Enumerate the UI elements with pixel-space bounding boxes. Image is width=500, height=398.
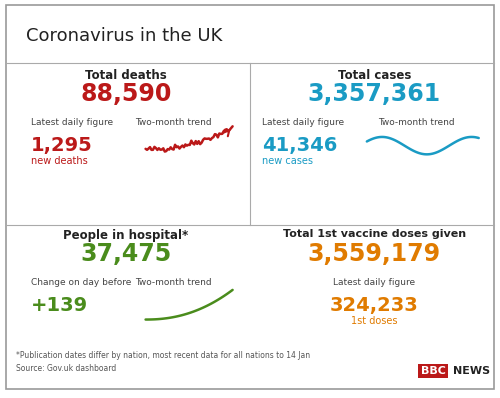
Text: Two-month trend: Two-month trend [134, 278, 211, 287]
Text: new cases: new cases [262, 156, 314, 166]
Text: Latest daily figure: Latest daily figure [333, 278, 415, 287]
Text: Coronavirus in the UK: Coronavirus in the UK [26, 27, 222, 45]
Text: new deaths: new deaths [31, 156, 88, 166]
Text: NEWS: NEWS [452, 366, 490, 376]
Text: BBC: BBC [420, 366, 446, 376]
Text: Two-month trend: Two-month trend [378, 118, 455, 127]
Text: Source: Gov.uk dashboard: Source: Gov.uk dashboard [16, 364, 116, 373]
Text: People in hospital*: People in hospital* [63, 228, 188, 242]
Text: 3,357,361: 3,357,361 [308, 82, 441, 106]
Text: 1,295: 1,295 [31, 136, 93, 155]
Text: Total deaths: Total deaths [85, 68, 166, 82]
Text: Change on day before: Change on day before [31, 278, 132, 287]
Text: 88,590: 88,590 [80, 82, 172, 106]
Text: 324,233: 324,233 [330, 296, 418, 315]
Text: Total 1st vaccine doses given: Total 1st vaccine doses given [282, 228, 466, 239]
Text: *Publication dates differ by nation, most recent data for all nations to 14 Jan: *Publication dates differ by nation, mos… [16, 351, 310, 360]
Text: 1st doses: 1st doses [351, 316, 398, 326]
Text: 3,559,179: 3,559,179 [308, 242, 441, 267]
Text: 37,475: 37,475 [80, 242, 172, 267]
Text: Two-month trend: Two-month trend [134, 118, 211, 127]
FancyBboxPatch shape [6, 5, 494, 389]
Text: Latest daily figure: Latest daily figure [262, 118, 344, 127]
Text: Total cases: Total cases [338, 68, 411, 82]
Text: +139: +139 [31, 296, 88, 315]
Text: Latest daily figure: Latest daily figure [31, 118, 114, 127]
Text: 41,346: 41,346 [262, 136, 338, 155]
